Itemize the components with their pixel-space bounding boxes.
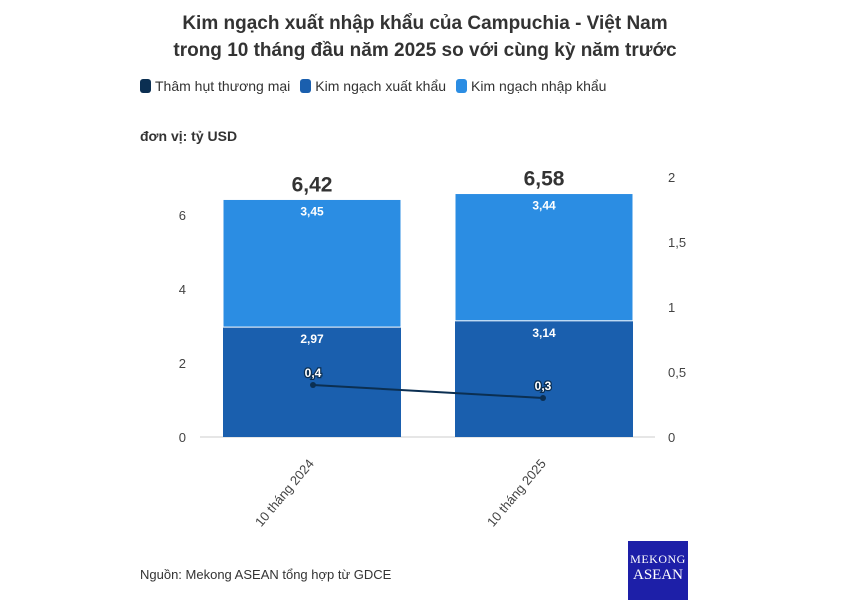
y-tick-label: 2 [179, 356, 186, 371]
deficit-line [312, 384, 544, 399]
y2-tick-label: 0 [668, 430, 675, 445]
y2-tick-label: 1 [668, 300, 675, 315]
x-tick-label: 10 tháng 2025 [484, 456, 549, 529]
mekong-asean-logo: MEKONG ASEAN [628, 541, 688, 600]
y2-tick-label: 2 [668, 170, 675, 185]
chart-title: Kim ngạch xuất nhập khẩu của Campuchia -… [0, 10, 850, 64]
data-label-deficit: 0,3 [535, 379, 552, 393]
legend-swatch [300, 79, 312, 93]
legend-label: Kim ngạch nhập khẩu [471, 78, 607, 94]
legend: Thâm hụt thương mại Kim ngạch xuất khẩu … [140, 78, 606, 94]
x-tick-label: 10 tháng 2024 [252, 456, 317, 529]
bar-import [454, 193, 634, 322]
unit-label: đơn vị: tỷ USD [140, 128, 238, 144]
legend-item[interactable]: Thâm hụt thương mại [140, 78, 290, 94]
bar-export [223, 327, 401, 437]
source-note: Nguồn: Mekong ASEAN tổng hợp từ GDCE [140, 567, 392, 582]
data-label-export: 2,97 [300, 332, 324, 346]
y2-tick-label: 0,5 [668, 365, 686, 380]
total-label: 6,58 [524, 168, 565, 191]
deficit-point [540, 395, 546, 401]
y-tick-label: 6 [179, 208, 186, 223]
data-label-import: 3,45 [300, 204, 324, 218]
y-tick-label: 0 [179, 430, 186, 445]
legend-swatch [456, 79, 468, 93]
deficit-point [310, 382, 316, 388]
title-line-1: Kim ngạch xuất nhập khẩu của Campuchia -… [182, 13, 668, 34]
y2-tick-label: 1,5 [668, 235, 686, 250]
bar-import [222, 198, 402, 328]
data-label-import: 3,44 [532, 199, 556, 213]
title-line-2: trong 10 tháng đầu năm 2025 so với cùng … [173, 40, 677, 61]
data-label-export: 3,14 [532, 326, 556, 340]
data-label-deficit: 0,4 [305, 366, 322, 380]
legend-label: Thâm hụt thương mại [155, 78, 291, 94]
legend-swatch [140, 79, 151, 93]
y-tick-label: 4 [179, 282, 186, 297]
bar-export [455, 320, 633, 437]
legend-label: Kim ngạch xuất khẩu [315, 78, 447, 94]
legend-item[interactable]: Kim ngạch xuất khẩu [300, 78, 446, 94]
total-label: 6,42 [292, 173, 333, 196]
legend-item[interactable]: Kim ngạch nhập khẩu [456, 78, 606, 94]
